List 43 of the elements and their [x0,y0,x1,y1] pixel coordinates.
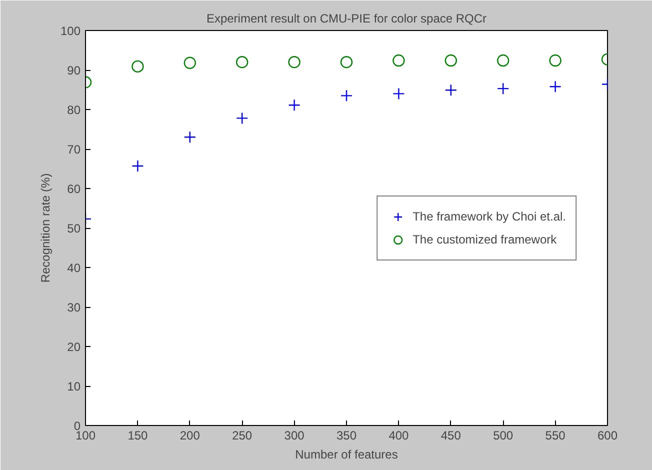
point [497,54,510,67]
point [340,56,353,68]
legend-label: The framework by Choi et.al. [412,209,566,223]
y-tick-label: 40 [67,261,81,275]
point [497,82,510,95]
x-tick-label: 400 [388,428,410,442]
point [444,84,457,96]
x-tick-label: 150 [128,428,148,442]
point [184,131,196,144]
y-tick-label: 10 [67,380,81,394]
x-tick-label: 300 [284,428,305,442]
point [549,80,562,93]
x-tick-label: 600 [597,428,618,442]
y-tick-label: 50 [67,222,81,236]
point [184,56,196,69]
legend-label: The customized framework [412,232,557,246]
y-tick-label: 100 [60,24,81,38]
x-tick-label: 550 [545,428,566,442]
point [132,160,144,172]
x-axis-title: Number of features [295,448,398,462]
y-tick-label: 30 [67,300,81,314]
point [392,54,405,67]
point [132,60,144,73]
point [236,112,248,124]
x-tick-label: 250 [232,428,252,442]
point [236,56,248,68]
point [340,90,353,102]
point [288,99,300,112]
point [549,54,562,67]
x-tick-label: 500 [493,428,514,442]
y-tick-label: 60 [67,182,81,196]
y-tick-label: 70 [67,142,81,156]
chart-title: Experiment result on CMU-PIE for color space RQCr [206,12,487,26]
point [444,54,457,67]
y-axis-title: Recognition rate (%) [38,173,52,283]
x-tick-label: 200 [180,428,200,442]
point [288,56,300,68]
y-tick-label: 90 [67,64,81,78]
x-tick-label: 350 [336,428,357,442]
y-tick-label: 20 [67,340,81,354]
point [392,88,405,100]
y-tick-label: 80 [67,103,81,117]
x-tick-label: 450 [440,428,462,442]
